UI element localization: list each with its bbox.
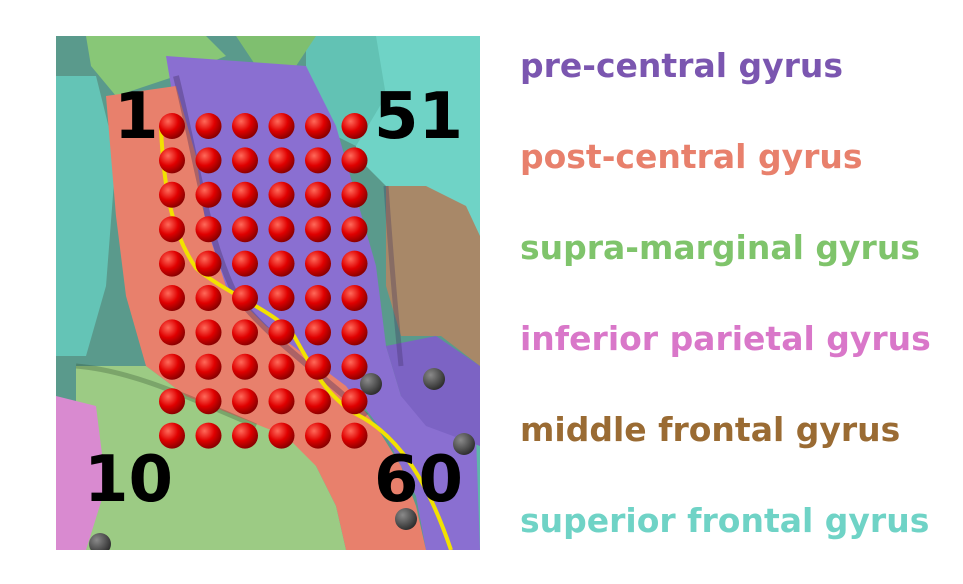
electrode-41 — [305, 113, 331, 139]
electrode-49 — [305, 388, 331, 415]
electrode-36 — [268, 285, 295, 311]
legend-item-supra-marginal-gyrus: supra-marginal gyrus — [520, 228, 920, 267]
gray-electrode — [423, 368, 445, 390]
electrode-30 — [232, 422, 258, 449]
electrode-31 — [268, 113, 295, 139]
electrode-3 — [159, 181, 185, 208]
label-electrode-1: 1 — [114, 80, 159, 154]
electrode-15 — [195, 250, 222, 277]
region-legend: pre-central gyrus post-central gyrus supra… — [520, 38, 960, 584]
electrode-46 — [305, 285, 331, 311]
electrode-57 — [341, 319, 368, 346]
electrode-grid — [159, 113, 368, 449]
electrode-21 — [232, 113, 258, 139]
electrode-45 — [305, 250, 331, 277]
electrode-11 — [195, 113, 222, 139]
electrode-5 — [159, 250, 185, 277]
electrode-22 — [232, 147, 258, 174]
electrode-24 — [232, 216, 258, 243]
electrode-40 — [268, 422, 295, 449]
electrode-19 — [195, 388, 222, 415]
electrode-28 — [232, 353, 258, 380]
electrode-20 — [195, 422, 222, 449]
electrode-26 — [232, 285, 258, 311]
electrode-32 — [268, 147, 295, 174]
electrode-10 — [159, 422, 185, 449]
electrode-37 — [268, 319, 295, 346]
electrode-59 — [341, 388, 368, 415]
electrode-60 — [341, 422, 368, 449]
electrode-35 — [268, 250, 295, 277]
electrode-2 — [159, 147, 185, 174]
region-middle-frontal — [386, 186, 480, 366]
electrode-33 — [268, 181, 295, 208]
region-inferior-parietal — [56, 396, 106, 550]
brain-surface-image: 1 51 10 60 — [56, 36, 480, 550]
electrode-25 — [232, 250, 258, 277]
gray-electrode — [360, 373, 382, 395]
sulcus-shading-3 — [75, 363, 257, 429]
electrode-38 — [268, 353, 295, 380]
electrode-12 — [195, 147, 222, 174]
label-electrode-51: 51 — [374, 80, 463, 154]
label-electrode-10: 10 — [84, 443, 173, 517]
electrode-29 — [232, 388, 258, 415]
legend-item-post-central-gyrus: post-central gyrus — [520, 137, 863, 176]
region-pre-central-lower-right — [386, 336, 480, 446]
electrode-53 — [341, 181, 368, 208]
electrode-6 — [159, 285, 185, 311]
electrode-54 — [341, 216, 368, 243]
gray-electrode — [395, 508, 417, 530]
electrode-48 — [305, 353, 331, 380]
gray-electrode — [453, 433, 475, 455]
electrode-56 — [341, 285, 368, 311]
gray-electrode — [89, 533, 111, 550]
electrode-52 — [341, 147, 368, 174]
electrode-8 — [159, 353, 185, 380]
electrode-13 — [195, 181, 222, 208]
sulcus-shading-2 — [383, 185, 404, 367]
electrode-47 — [305, 319, 331, 346]
electrode-39 — [268, 388, 295, 415]
electrode-9 — [159, 388, 185, 415]
electrode-27 — [232, 319, 258, 346]
electrode-51 — [341, 113, 368, 139]
region-supra-marginal-top-right — [236, 36, 316, 66]
electrode-23 — [232, 181, 258, 208]
gray-electrodes — [89, 368, 475, 550]
electrode-44 — [305, 216, 331, 243]
legend-item-middle-frontal-gyrus: middle frontal gyrus — [520, 410, 901, 449]
electrode-55 — [341, 250, 368, 277]
electrode-17 — [195, 319, 222, 346]
label-electrode-60: 60 — [374, 443, 463, 517]
region-left-teal — [56, 76, 116, 356]
electrode-14 — [195, 216, 222, 243]
brain-surface-panel: 1 51 10 60 — [56, 36, 480, 550]
region-supra-marginal-top — [86, 36, 226, 96]
electrode-43 — [305, 181, 331, 208]
electrode-7 — [159, 319, 185, 346]
electrode-42 — [305, 147, 331, 174]
legend-item-inferior-parietal-gyrus: inferior parietal gyrus — [520, 319, 931, 358]
electrode-18 — [195, 353, 222, 380]
legend-item-pre-central-gyrus: pre-central gyrus — [520, 46, 844, 85]
electrode-58 — [341, 353, 368, 380]
electrode-50 — [305, 422, 331, 449]
electrode-4 — [159, 216, 185, 243]
legend-item-superior-frontal-gyrus: superior frontal gyrus — [520, 501, 930, 540]
electrode-16 — [195, 285, 222, 311]
region-supra-marginal-bottom — [76, 366, 346, 550]
electrode-34 — [268, 216, 295, 243]
electrode-1 — [159, 113, 185, 139]
